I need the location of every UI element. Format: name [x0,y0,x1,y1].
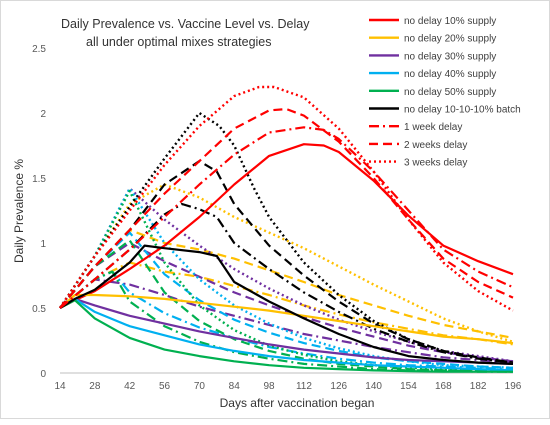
legend-label: no delay 10-10-10% batch [404,105,521,116]
series-line [59,270,514,371]
x-tick-label: 126 [330,381,347,392]
series-line [59,239,514,373]
x-tick-label: 168 [435,381,452,392]
series-line [59,228,514,339]
series-line [59,189,514,373]
series-line [59,293,514,345]
y-tick-label: 2.5 [32,44,46,55]
chart-title: Daily Prevalence vs. Vaccine Level vs. D… [61,17,310,31]
x-tick-label: 56 [159,381,171,392]
y-axis-label: Daily Prevalence % [12,159,26,263]
x-tick-label: 70 [194,381,206,392]
x-tick-label: 42 [124,381,136,392]
series-line [59,187,514,369]
legend-label: 2 weeks delay [404,140,467,151]
series-line [59,299,513,373]
legend-label: 3 weeks delay [404,158,467,169]
series-line [59,111,514,364]
legend-label: no delay 40% supply [404,69,496,80]
legend-label: 1 week delay [404,122,462,133]
x-tick-label: 196 [505,381,522,392]
legend-label: no delay 30% supply [404,51,496,62]
series-line [59,85,514,312]
legend: no delay 10% supply no delay 20% supply no… [369,16,521,169]
x-tick-label: 182 [470,381,487,392]
series-line [59,126,514,309]
x-axis-label: Days after vaccination began [220,396,375,410]
y-tick-label: 1 [40,239,46,250]
series-line [59,143,514,309]
series-lines [59,85,514,373]
x-tick-label: 28 [89,381,101,392]
series-line [59,261,514,346]
x-tick-label: 84 [229,381,241,392]
series-line [59,278,514,364]
chart-subtitle: all under optimal mixes strategies [86,35,272,49]
legend-label: no delay 20% supply [404,34,496,45]
y-tick-label: 1.5 [32,174,46,185]
y-tick-label: 0.5 [32,304,46,315]
x-tick-label: 112 [296,381,312,392]
x-tick-label: 98 [264,381,276,392]
legend-label: no delay 50% supply [404,87,496,98]
series-line [59,297,514,372]
axes: 14 28 42 56 70 84 98 112 126 140 154 168 182 196 0 0.5 1… [32,44,522,392]
x-tick-label: 14 [54,381,66,392]
x-tick-label: 154 [400,381,417,392]
y-tick-label: 0 [40,369,46,380]
series-line [59,244,514,365]
legend-label: no delay 10% supply [404,16,496,27]
series-line [59,160,514,364]
x-tick-label: 140 [365,381,382,392]
series-line [59,183,514,343]
y-tick-label: 2 [40,109,46,120]
series-line [59,297,514,365]
series-line [59,107,514,309]
